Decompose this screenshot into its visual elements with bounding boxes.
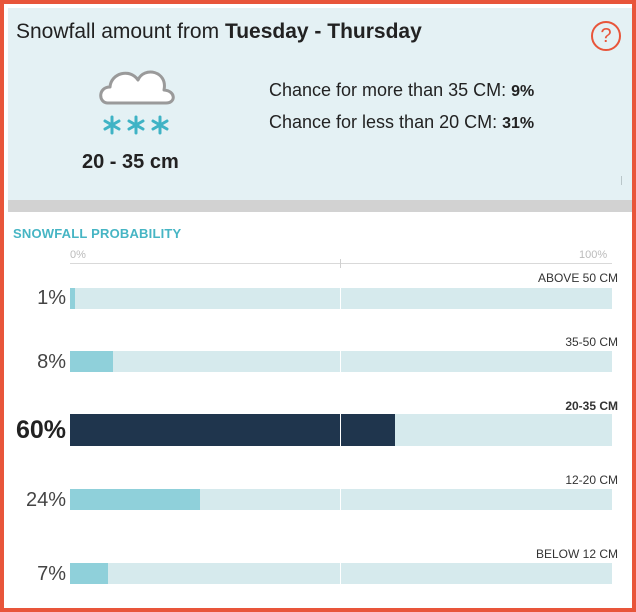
probability-row: BELOW 12 CM 7% <box>4 547 632 587</box>
bar-midline <box>340 489 341 510</box>
chance-more-label: Chance for more than 35 CM: <box>269 80 512 100</box>
title-range: Tuesday - Thursday <box>224 20 422 43</box>
probability-row: 12-20 CM 24% <box>4 473 632 513</box>
probability-row: 35-50 CM 8% <box>4 335 632 375</box>
row-range-label: BELOW 12 CM <box>535 547 618 561</box>
probability-bar <box>70 563 612 584</box>
decorative-tick <box>621 176 622 185</box>
probability-bar-fill <box>70 351 114 372</box>
forecast-summary: Snowfall amount from Tuesday - Thursday … <box>8 8 632 200</box>
probability-row: ABOVE 50 CM 1% <box>4 271 632 311</box>
probability-bar-fill <box>70 563 108 584</box>
widget-title: Snowfall amount from Tuesday - Thursday <box>16 20 422 44</box>
row-range-label: ABOVE 50 CM <box>537 271 618 285</box>
probability-bar <box>70 489 612 510</box>
probability-bar <box>70 351 612 372</box>
snow-cloud-icon <box>99 70 175 135</box>
row-percent: 60% <box>15 416 66 444</box>
row-percent: 1% <box>37 287 66 309</box>
axis-max-label: 100% <box>579 249 608 261</box>
title-prefix: Snowfall amount from <box>16 20 225 43</box>
row-range-label: 20-35 CM <box>565 399 618 413</box>
bar-midline <box>340 351 341 372</box>
row-percent: 24% <box>25 489 66 511</box>
probability-bar-fill <box>70 414 396 446</box>
row-percent: 8% <box>37 351 66 373</box>
probability-row-selected: 20-35 CM 60% <box>4 399 632 449</box>
axis-line <box>70 263 612 264</box>
bar-midline <box>340 288 341 309</box>
chance-less-label: Chance for less than 20 CM: <box>269 112 503 132</box>
help-button[interactable]: ? <box>591 21 621 51</box>
chance-more-value: 9% <box>511 83 535 100</box>
chance-less-value: 31% <box>502 115 535 132</box>
axis-mid-tick <box>340 259 341 268</box>
row-range-label: 12-20 CM <box>565 473 618 487</box>
probability-bar <box>70 414 612 446</box>
probability-bar-fill <box>70 489 201 510</box>
probability-bar-fill <box>70 288 76 309</box>
snowfall-range: 20 - 35 cm <box>82 151 179 173</box>
chance-more-than: Chance for more than 35 CM: 9% <box>269 80 534 101</box>
section-title: SNOWFALL PROBABILITY <box>13 226 182 241</box>
probability-bar <box>70 288 612 309</box>
bar-midline <box>340 414 341 446</box>
axis-min-label: 0% <box>70 249 86 261</box>
bar-midline <box>340 563 341 584</box>
chance-less-than: Chance for less than 20 CM: 31% <box>269 112 534 133</box>
row-range-label: 35-50 CM <box>565 335 618 349</box>
section-divider <box>8 200 632 212</box>
row-percent: 7% <box>37 563 66 585</box>
